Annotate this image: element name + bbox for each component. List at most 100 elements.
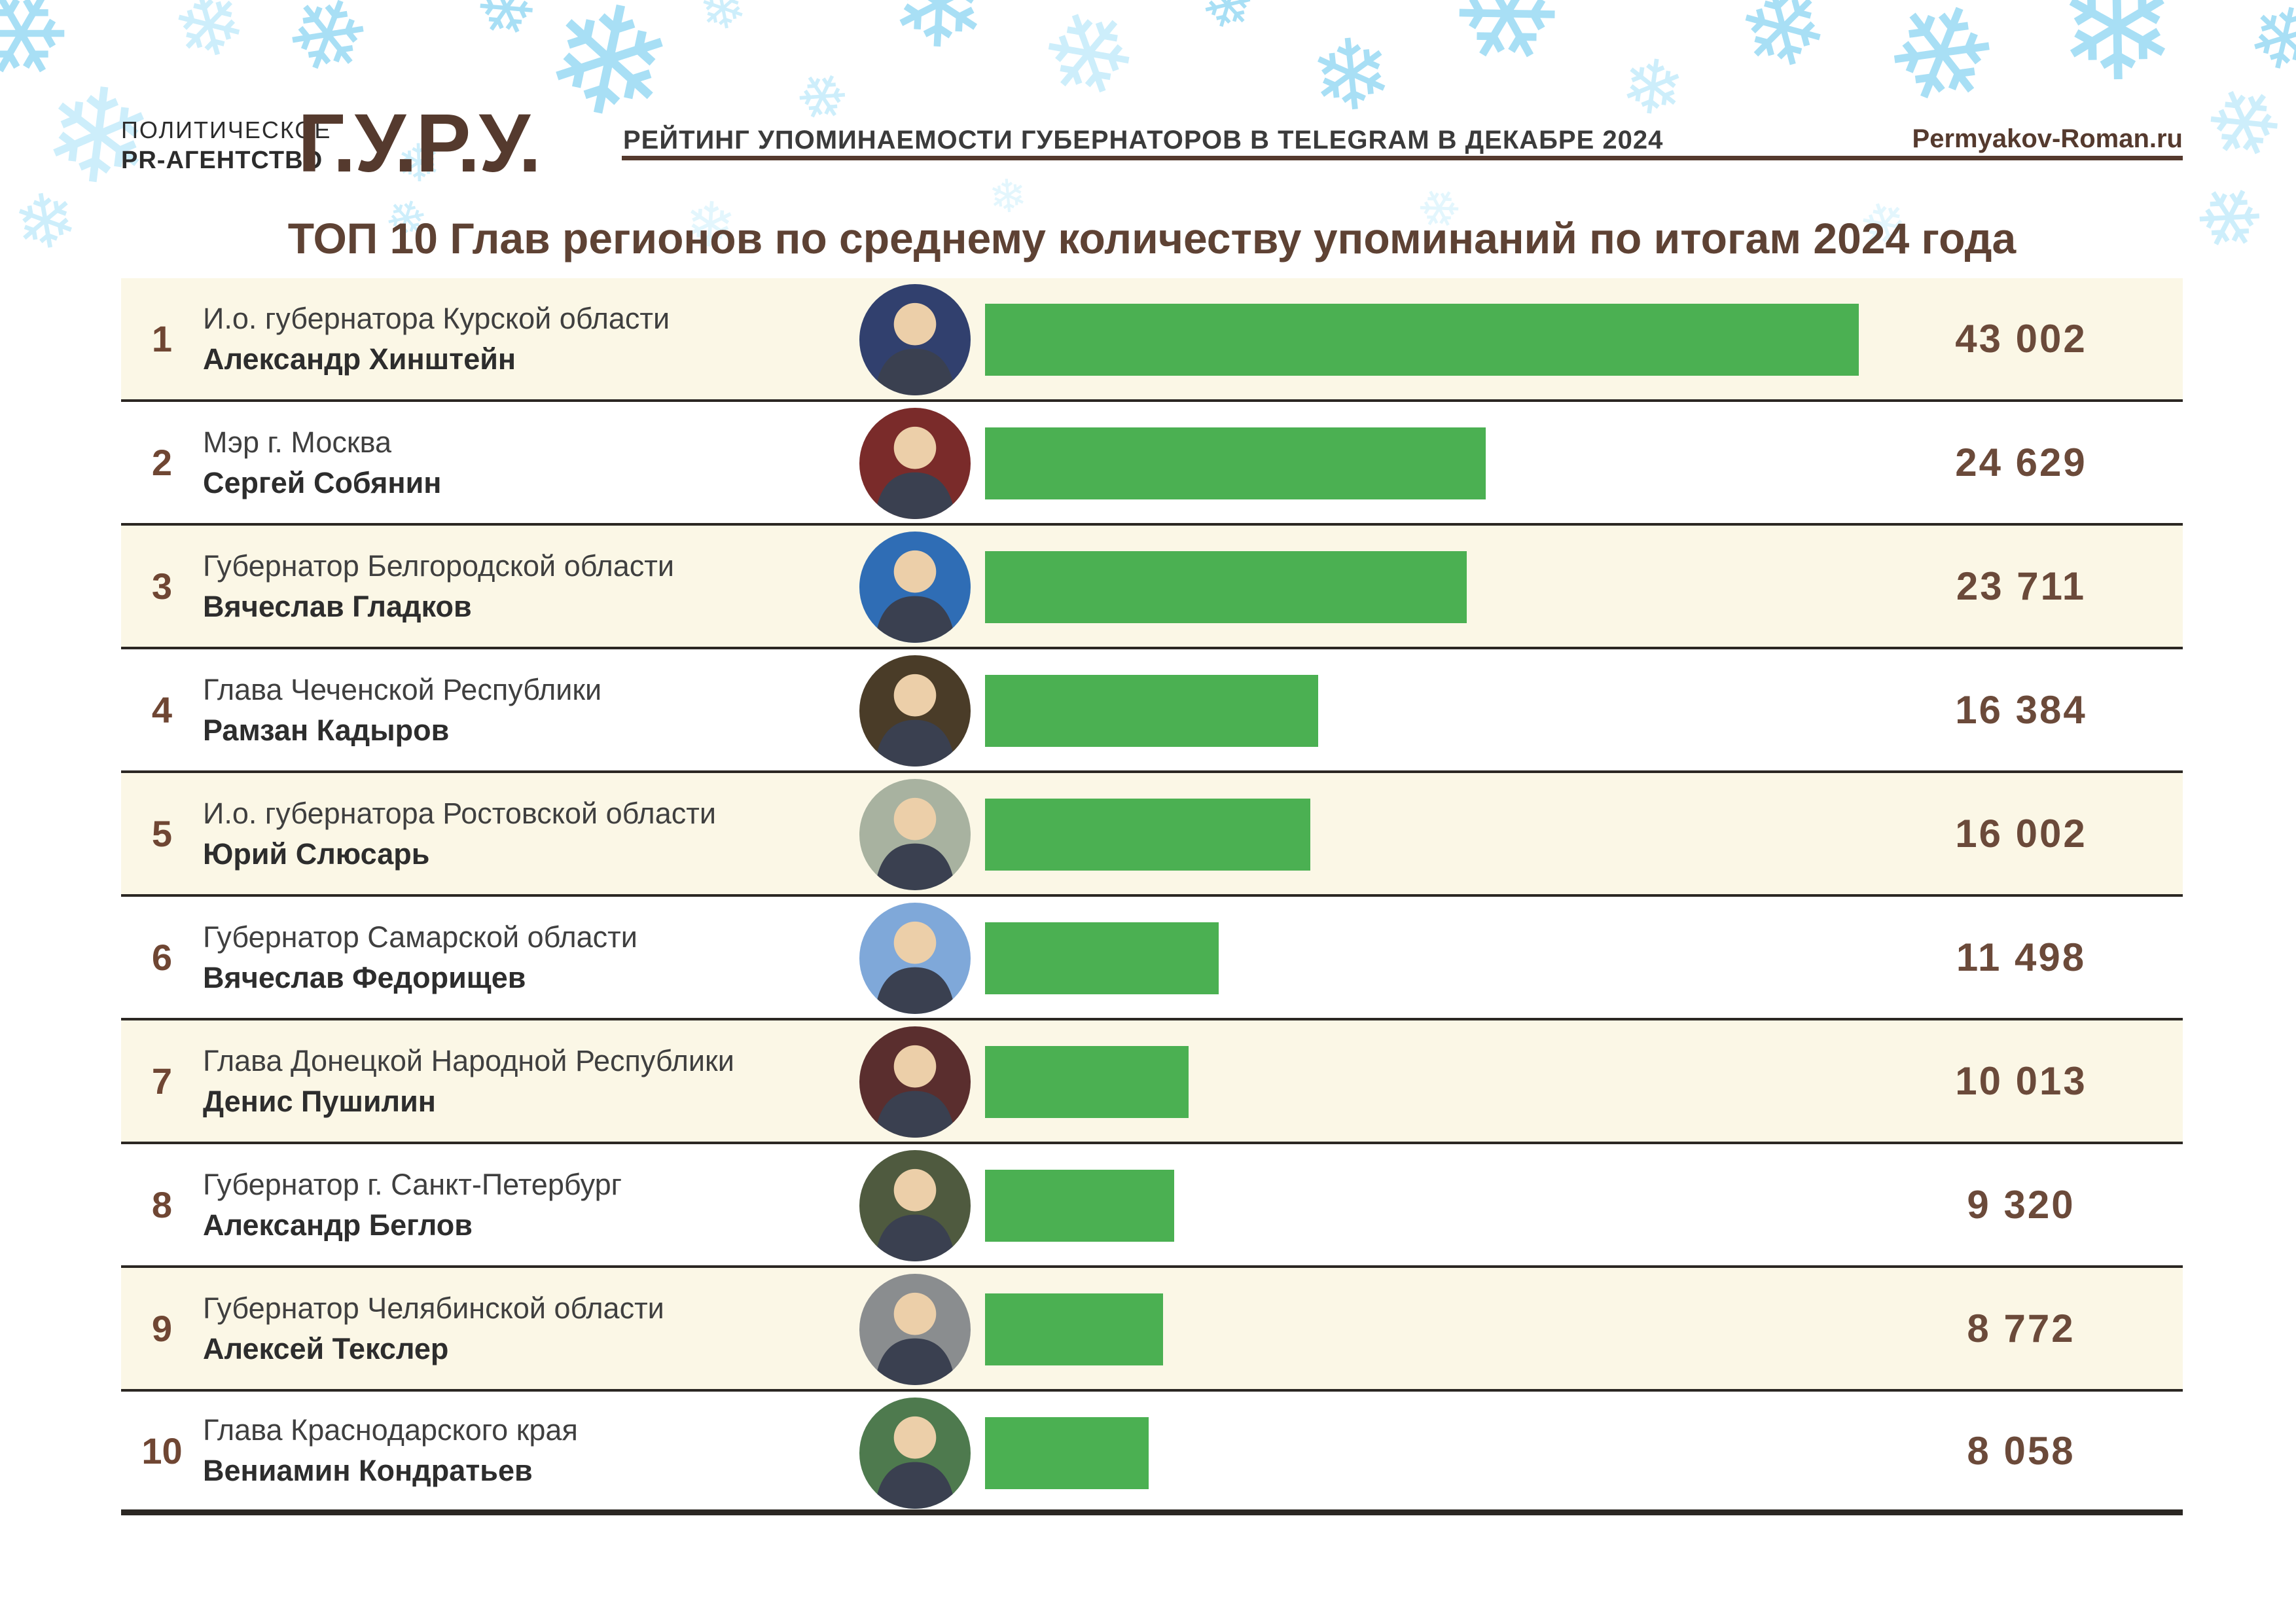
governor-info: Мэр г. Москва Сергей Собянин xyxy=(203,402,857,523)
governor-name: Александр Хинштейн xyxy=(203,342,516,376)
page-title: ТОП 10 Глав регионов по среднему количес… xyxy=(287,214,2017,262)
governor-position: Губернатор Самарской области xyxy=(203,920,637,954)
mentions-count: 23 711 xyxy=(1956,564,2087,608)
rank-number: 1 xyxy=(151,318,173,359)
mentions-count: 16 384 xyxy=(1955,688,2087,732)
governor-info: Глава Чеченской Республики Рамзан Кадыро… xyxy=(203,649,857,770)
governor-photo xyxy=(859,532,971,643)
mentions-count: 8 772 xyxy=(1967,1307,2075,1350)
site-url-text: Permyakov-Roman.ru xyxy=(1912,124,2183,153)
person-silhouette-icon xyxy=(874,1292,956,1385)
governor-position: Губернатор Белгородской области xyxy=(203,549,674,583)
governor-name: Денис Пушилин xyxy=(203,1084,436,1118)
rank-number: 10 xyxy=(141,1430,183,1471)
governor-position: И.о. губернатора Курской области xyxy=(203,301,670,335)
governor-info: И.о. губернатора Курской области Алексан… xyxy=(203,278,857,399)
mentions-bar xyxy=(985,1170,1174,1242)
governor-name: Алексей Текслер xyxy=(203,1331,449,1365)
mentions-bar xyxy=(985,922,1219,994)
rank-number: 4 xyxy=(151,689,173,731)
mentions-count: 11 498 xyxy=(1956,935,2087,979)
mentions-bar xyxy=(985,304,1859,376)
governor-photo xyxy=(859,408,971,519)
governor-position: Глава Краснодарского края xyxy=(203,1413,578,1447)
governor-name: Сергей Собянин xyxy=(203,465,442,499)
ranking-row: 7 Глава Донецкой Народной Республики Ден… xyxy=(121,1020,2183,1144)
rank-number: 7 xyxy=(151,1060,173,1102)
mentions-count: 24 629 xyxy=(1955,441,2087,484)
person-silhouette-icon xyxy=(874,1168,956,1261)
governor-position: Глава Чеченской Республики xyxy=(203,672,602,706)
agency-line1: ПОЛИТИЧЕСКОЕ xyxy=(121,117,332,143)
person-silhouette-icon xyxy=(874,302,956,395)
governor-photo xyxy=(859,903,971,1014)
mentions-bar xyxy=(985,1046,1189,1118)
ranking-row: 8 Губернатор г. Санкт-Петербург Александ… xyxy=(121,1144,2183,1268)
person-silhouette-icon xyxy=(874,426,956,519)
ranking-row: 2 Мэр г. Москва Сергей Собянин 24 629 xyxy=(121,402,2183,526)
ranking-row: 5 И.о. губернатора Ростовской области Юр… xyxy=(121,773,2183,897)
mentions-bar xyxy=(985,1417,1149,1489)
ranking-row: 6 Губернатор Самарской области Вячеслав … xyxy=(121,897,2183,1020)
mentions-count: 43 002 xyxy=(1955,317,2087,361)
mentions-bar xyxy=(985,799,1310,871)
rank-number: 3 xyxy=(151,566,173,607)
governor-name: Рамзан Кадыров xyxy=(203,713,450,747)
person-silhouette-icon xyxy=(874,921,956,1014)
governor-info: Губернатор Челябинской области Алексей Т… xyxy=(203,1268,857,1389)
rank-number: 9 xyxy=(151,1308,173,1349)
governor-name: Юрий Слюсарь xyxy=(203,837,430,871)
governor-position: Мэр г. Москва xyxy=(203,425,392,459)
governor-position: И.о. губернатора Ростовской области xyxy=(203,796,716,830)
governor-info: Губернатор Самарской области Вячеслав Фе… xyxy=(203,897,857,1018)
ranking-row: 10 Глава Краснодарского края Вениамин Ко… xyxy=(121,1392,2183,1515)
governor-name: Вениамин Кондратьев xyxy=(203,1454,533,1487)
governor-info: Губернатор г. Санкт-Петербург Александр … xyxy=(203,1144,857,1265)
mentions-bar xyxy=(985,551,1467,623)
mentions-count: 8 058 xyxy=(1967,1428,2075,1473)
person-silhouette-icon xyxy=(874,1416,956,1509)
governor-info: И.о. губернатора Ростовской области Юрий… xyxy=(203,773,857,894)
governor-photo xyxy=(859,1026,971,1138)
ranking-row: 3 Губернатор Белгородской области Вячесл… xyxy=(121,526,2183,649)
header-subtitle: РЕЙТИНГ УПОМИНАЕМОСТИ ГУБЕРНАТОРОВ В TEL… xyxy=(623,126,1664,154)
governor-info: Глава Донецкой Народной Республики Денис… xyxy=(203,1020,857,1142)
governor-photo xyxy=(859,1274,971,1385)
mentions-count: 9 320 xyxy=(1967,1183,2075,1227)
person-silhouette-icon xyxy=(874,1045,956,1138)
mentions-count: 10 013 xyxy=(1955,1059,2087,1103)
person-silhouette-icon xyxy=(874,797,956,890)
mentions-bar xyxy=(985,1293,1163,1365)
ranking-row: 4 Глава Чеченской Республики Рамзан Кады… xyxy=(121,649,2183,773)
mentions-bar xyxy=(985,427,1486,499)
governor-photo xyxy=(859,1398,971,1509)
rank-number: 8 xyxy=(151,1184,173,1225)
governor-position: Глава Донецкой Народной Республики xyxy=(203,1043,734,1077)
person-silhouette-icon xyxy=(874,550,956,643)
governor-photo xyxy=(859,284,971,395)
ranking-table: 1 И.о. губернатора Курской области Алекс… xyxy=(121,278,2183,1515)
mentions-bar xyxy=(985,675,1318,747)
governor-info: Глава Краснодарского края Вениамин Кондр… xyxy=(203,1392,857,1509)
agency-line2: PR-АГЕНТСТВО xyxy=(121,147,323,174)
rank-number: 6 xyxy=(151,937,173,978)
governor-name: Александр Беглов xyxy=(203,1208,473,1242)
governor-photo xyxy=(859,779,971,890)
governor-name: Вячеслав Гладков xyxy=(203,589,472,623)
person-silhouette-icon xyxy=(874,674,956,767)
governor-position: Губернатор Челябинской области xyxy=(203,1291,664,1325)
governor-position: Губернатор г. Санкт-Петербург xyxy=(203,1167,622,1201)
governor-info: Губернатор Белгородской области Вячеслав… xyxy=(203,526,857,647)
agency-label: ПОЛИТИЧЕСКОЕ PR-АГЕНТСТВО xyxy=(121,117,331,175)
header-divider-line xyxy=(622,156,2183,160)
rank-number: 2 xyxy=(151,442,173,483)
governor-photo xyxy=(859,655,971,767)
mentions-count: 16 002 xyxy=(1955,812,2087,856)
ranking-row: 9 Губернатор Челябинской области Алексей… xyxy=(121,1268,2183,1392)
governor-photo xyxy=(859,1150,971,1261)
governor-name: Вячеслав Федорищев xyxy=(203,960,526,994)
guru-logo: Г.У.Р.У. xyxy=(298,97,541,189)
ranking-row: 1 И.о. губернатора Курской области Алекс… xyxy=(121,278,2183,402)
